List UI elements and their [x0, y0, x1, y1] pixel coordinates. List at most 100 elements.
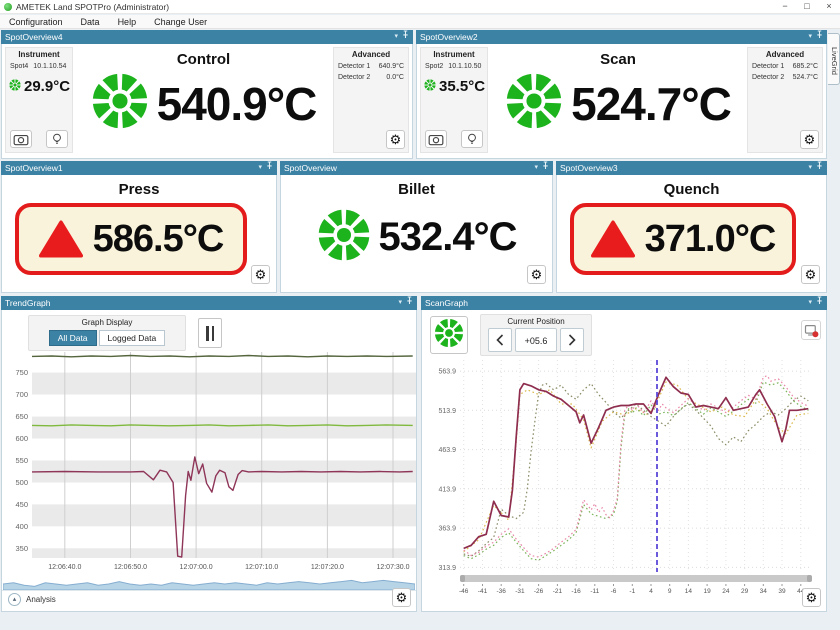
panel-header[interactable]: SpotOverview ▾: [280, 160, 553, 176]
panel-body: Graph Display All Data Logged Data 350 400…: [1, 310, 417, 612]
livegrid-tab[interactable]: LiveGrid: [828, 33, 840, 85]
panel-title: ScanGraph: [425, 298, 468, 308]
settings-gear-button[interactable]: ⚙: [251, 265, 270, 284]
panel-title: SpotOverview: [284, 163, 337, 173]
expand-icon[interactable]: ▴: [8, 593, 21, 606]
lamp-button[interactable]: [461, 130, 483, 148]
panel-pin-icon[interactable]: [266, 160, 273, 176]
temperature-reading: 532.4°C: [378, 215, 518, 259]
svg-text:413.9: 413.9: [438, 486, 456, 493]
advanced-card: Advanced Detector 1 685.2°C Detector 2 524…: [747, 47, 823, 153]
settings-gear-button[interactable]: ⚙: [392, 588, 411, 607]
panel-trendgraph: TrendGraph ▾ Graph Display All Data Logge…: [1, 295, 417, 612]
process-title: Quench: [663, 181, 720, 198]
all-data-button[interactable]: All Data: [48, 330, 97, 346]
panel-body: Instrument Spot2 10.1.10.50 35.5°C Scan 5…: [416, 44, 827, 159]
advanced-header: Advanced: [765, 50, 805, 59]
current-position-label: Current Position: [507, 317, 565, 326]
svg-text:313.9: 313.9: [438, 565, 456, 572]
process-title: Control: [176, 51, 231, 68]
svg-text:-11: -11: [590, 588, 599, 594]
panel-menu-icon[interactable]: ▾: [258, 164, 262, 171]
svg-text:-16: -16: [571, 588, 581, 594]
panel-pin-icon[interactable]: [402, 29, 409, 45]
ok-wheel-icon: [317, 208, 371, 267]
panel-header[interactable]: TrendGraph ▾: [1, 295, 417, 311]
panel-menu-icon[interactable]: ▾: [534, 164, 538, 171]
detector1-value: 685.2°C: [792, 63, 818, 70]
instrument-status-button[interactable]: [430, 316, 468, 354]
scan-chart[interactable]: 313.9 363.9 413.9 463.9 513.9 563.9 -46 -41 -36 -…: [424, 360, 824, 594]
svg-text:-6: -6: [611, 588, 617, 594]
panel-header[interactable]: SpotOverview1 ▾: [1, 160, 277, 176]
panel-menu-icon[interactable]: ▾: [808, 164, 812, 171]
close-button[interactable]: ×: [826, 1, 832, 11]
position-value[interactable]: +05.6: [515, 328, 557, 352]
settings-gear-button[interactable]: ⚙: [800, 130, 819, 149]
panel-pin-icon[interactable]: [816, 160, 823, 176]
detector2-label: Detector 2: [338, 74, 371, 81]
maximize-button[interactable]: □: [804, 1, 810, 11]
svg-text:500: 500: [15, 478, 28, 487]
panel-menu-icon[interactable]: ▾: [398, 299, 402, 306]
panel-menu-icon[interactable]: ▾: [808, 299, 812, 306]
panel-menu-icon[interactable]: ▾: [808, 33, 812, 40]
minimize-button[interactable]: −: [782, 1, 788, 11]
svg-text:12:07:00.0: 12:07:00.0: [180, 564, 213, 571]
position-next-button[interactable]: [560, 328, 584, 352]
panel-pin-icon[interactable]: [406, 295, 413, 311]
menu-change-user[interactable]: Change User: [154, 16, 208, 27]
detector2-value: 0.0°C: [386, 74, 404, 81]
svg-text:19: 19: [703, 588, 711, 594]
svg-text:450: 450: [15, 500, 28, 509]
window-title: AMETEK Land SPOTPro (Administrator): [16, 1, 170, 12]
panel-header[interactable]: ScanGraph ▾: [421, 295, 827, 311]
svg-text:-1: -1: [629, 588, 635, 594]
pause-button[interactable]: [198, 318, 222, 348]
panel-title: SpotOverview3: [560, 163, 618, 173]
settings-gear-button[interactable]: ⚙: [802, 588, 821, 607]
panel-header[interactable]: SpotOverview2 ▾: [416, 29, 827, 45]
svg-text:-41: -41: [478, 588, 488, 594]
panel-menu-icon[interactable]: ▾: [394, 33, 398, 40]
pause-icon: [206, 325, 209, 341]
logged-data-button[interactable]: Logged Data: [98, 330, 166, 346]
temperature-reading: 524.7°C: [571, 77, 732, 130]
snapshot-button[interactable]: [801, 320, 821, 340]
snapshot-icon: [804, 324, 818, 337]
panel-pin-icon[interactable]: [542, 160, 549, 176]
alarm-reading: 371.0°C: [570, 203, 796, 275]
panel-spotoverview3: SpotOverview3 ▾ Quench 371.0°C ⚙: [556, 160, 827, 293]
panel-pin-icon[interactable]: [816, 295, 823, 311]
lamp-button[interactable]: [46, 130, 68, 148]
svg-text:12:06:50.0: 12:06:50.0: [114, 564, 147, 571]
instrument-header: Instrument: [18, 50, 60, 59]
camera-button[interactable]: [10, 130, 32, 148]
panel-scangraph: ScanGraph ▾ Current Position +05.6 313.9…: [421, 295, 827, 612]
alarm-reading: 586.5°C: [15, 203, 247, 275]
panel-title: SpotOverview2: [420, 32, 478, 42]
divider: [2, 590, 416, 591]
camera-icon: [13, 134, 29, 145]
analysis-expander[interactable]: ▴ Analysis: [8, 593, 56, 606]
panel-header[interactable]: SpotOverview3 ▾: [556, 160, 827, 176]
menu-configuration[interactable]: Configuration: [9, 16, 63, 27]
panel-header[interactable]: SpotOverview4 ▾: [1, 29, 413, 45]
settings-gear-button[interactable]: ⚙: [527, 265, 546, 284]
svg-text:-21: -21: [553, 588, 563, 594]
menu-data[interactable]: Data: [80, 16, 100, 27]
trend-overview-strip[interactable]: [3, 576, 415, 591]
temperature-reading: 586.5°C: [92, 217, 225, 260]
trend-chart[interactable]: 350 400 450 500 550 600 650 700 750 12:06:40.0 12:…: [2, 352, 416, 574]
process-title: Scan: [600, 51, 636, 68]
status-wheel-icon: [424, 78, 436, 95]
svg-text:363.9: 363.9: [438, 526, 456, 533]
alarm-triangle-icon: [38, 220, 83, 258]
position-prev-button[interactable]: [488, 328, 512, 352]
settings-gear-button[interactable]: ⚙: [386, 130, 405, 149]
settings-gear-button[interactable]: ⚙: [801, 265, 820, 284]
menu-help[interactable]: Help: [117, 16, 137, 27]
panel-pin-icon[interactable]: [816, 29, 823, 45]
ok-wheel-icon: [505, 72, 563, 135]
camera-button[interactable]: [425, 130, 447, 148]
